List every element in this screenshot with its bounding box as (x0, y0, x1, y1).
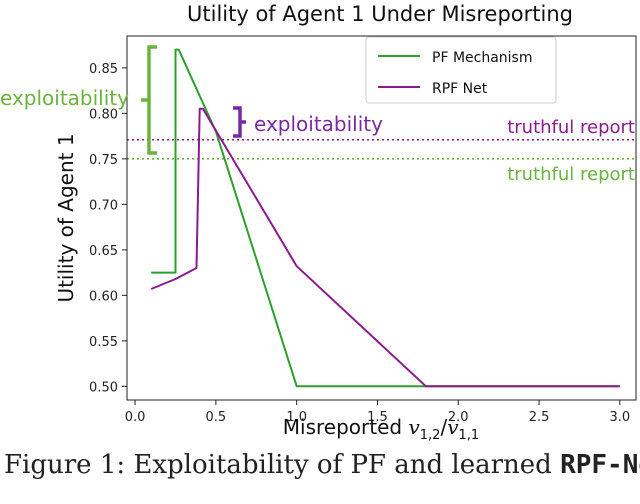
x-tick-label: 0.0 (125, 410, 146, 425)
chart-title: Utility of Agent 1 Under Misreporting (187, 2, 573, 26)
x-tick-label: 0.5 (206, 410, 227, 425)
x-axis-label: Misreported v1,2/v1,1 (283, 415, 479, 443)
exploitability-brace-pf (141, 45, 157, 155)
x-tick-label: 2.0 (448, 410, 469, 425)
reference-lines (127, 138, 636, 160)
y-tick-label: 0.65 (89, 244, 118, 259)
exploitability-label-pf: exploitability (0, 86, 129, 110)
x-axis-ticks: 0.0 0.5 1.0 1.5 2.0 2.5 3.0 (125, 400, 630, 425)
y-tick-label: 0.85 (89, 62, 118, 77)
y-tick-label: 0.80 (89, 107, 118, 122)
series-line-pf-mechanism (151, 48, 620, 388)
exploitability-label-rpf: exploitability (254, 112, 383, 136)
series-lines (150, 48, 620, 388)
x-tick-label: 2.5 (529, 410, 550, 425)
legend: PF Mechanism RPF Net (365, 36, 557, 104)
x-tick-label: 1.5 (367, 410, 388, 425)
truthful-report-label-rpf: truthful report (507, 117, 635, 138)
caption-text: Figure 1: Exploitability of PF and learn… (4, 450, 561, 480)
y-tick-label: 0.75 (89, 153, 118, 168)
legend-label-pf-mechanism: PF Mechanism (432, 50, 532, 66)
figure-caption: Figure 1: Exploitability of PF and learn… (0, 450, 640, 504)
y-tick-label: 0.50 (89, 380, 118, 395)
exploitability-brace-rpf (233, 106, 246, 138)
x-tick-label: 1.0 (286, 410, 307, 425)
legend-label-rpf-net: RPF Net (432, 81, 488, 97)
x-tick-label: 3.0 (609, 410, 630, 425)
y-tick-label: 0.55 (89, 335, 118, 350)
y-tick-label: 0.70 (89, 198, 118, 213)
series-line-rpf-net (150, 107, 620, 388)
y-axis-label: Utility of Agent 1 (54, 133, 78, 302)
truthful-report-label-pf: truthful report (507, 164, 635, 185)
y-axis-ticks: 0.50 0.55 0.60 0.65 0.70 0.75 0.80 0.85 (89, 62, 127, 395)
plot-frame (126, 35, 637, 401)
caption-code: RPF-Net (560, 450, 640, 480)
y-tick-label: 0.60 (89, 289, 118, 304)
